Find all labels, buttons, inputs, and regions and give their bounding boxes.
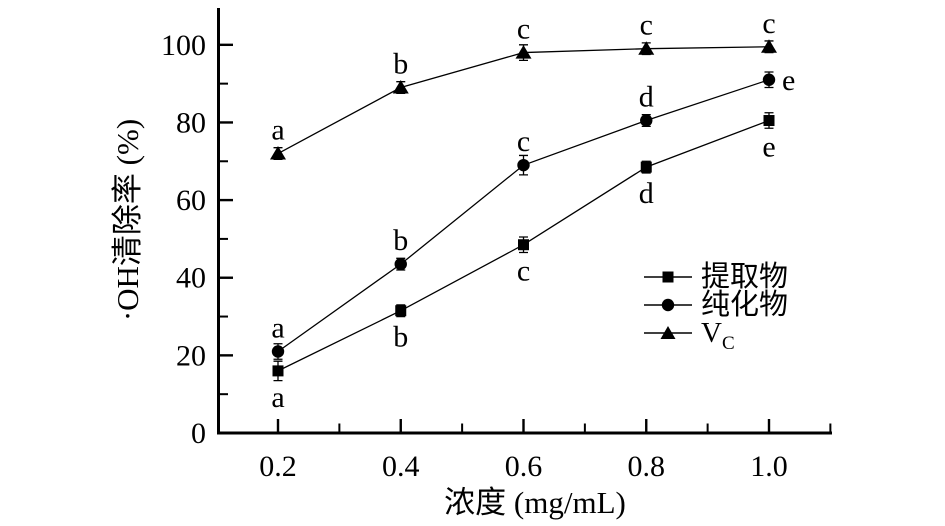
point-label: a <box>271 114 284 147</box>
y-tick-label: 80 <box>176 106 206 139</box>
point-label: e <box>782 64 795 97</box>
circle-marker-icon <box>271 345 285 358</box>
series-extract: a b c d e <box>271 112 776 414</box>
series-purified: a b c d e <box>271 64 795 360</box>
square-marker-icon <box>640 161 652 173</box>
point-label: a <box>271 381 284 414</box>
square-marker-icon <box>395 305 407 317</box>
point-label: b <box>393 321 408 354</box>
legend: 提取物 纯化物 VC <box>643 261 789 354</box>
point-label: e <box>762 131 775 164</box>
circle-marker-icon <box>762 73 776 86</box>
x-tick-label: 0.8 <box>628 450 666 483</box>
point-label: c <box>517 13 530 46</box>
y-tick-label: 100 <box>161 29 206 62</box>
point-label: c <box>762 7 775 40</box>
legend-item-extract: 提取物 <box>643 261 789 293</box>
axes-frame <box>217 8 832 435</box>
square-marker-icon <box>763 115 775 127</box>
circle-marker-icon <box>517 158 530 172</box>
legend-item-vc: VC <box>643 317 788 354</box>
triangle-marker-icon <box>638 41 655 55</box>
square-marker-icon <box>272 365 284 377</box>
x-tick-label: 0.4 <box>382 450 420 483</box>
y-tick-label: 60 <box>176 184 206 217</box>
circle-marker-icon <box>640 114 653 127</box>
y-tick-label: 20 <box>176 339 206 372</box>
legend-label-vc: VC <box>701 317 735 354</box>
y-tick-label: 40 <box>176 262 206 295</box>
square-marker-icon <box>518 239 529 251</box>
point-label: a <box>271 311 284 344</box>
x-tick-label: 0.2 <box>259 450 297 483</box>
circle-marker-icon <box>394 257 407 271</box>
plot-area: 0 20 40 60 80 100 0.2 0.4 0.6 0.8 1.0 a b c d e a b c d e a b c… <box>161 7 832 483</box>
point-label: d <box>639 177 654 210</box>
square-marker-icon <box>644 271 692 283</box>
triangle-marker-icon <box>515 45 532 59</box>
point-label: b <box>393 224 408 257</box>
point-label: d <box>639 81 654 114</box>
point-label: c <box>517 255 530 288</box>
y-axis-title: ·OH清除率 (%) <box>110 119 145 321</box>
y-tick-label: 0 <box>191 417 206 450</box>
circle-marker-icon <box>644 298 692 312</box>
legend-label-extract: 提取物 <box>701 261 789 293</box>
series-vc: a b c c c <box>270 7 777 160</box>
triangle-marker-icon <box>644 326 692 339</box>
point-label: c <box>640 9 653 42</box>
triangle-marker-icon <box>392 80 409 94</box>
triangle-marker-icon <box>761 39 777 53</box>
legend-item-purified: 纯化物 <box>643 289 789 321</box>
point-label: c <box>517 125 530 158</box>
x-tick-label: 0.6 <box>505 450 543 483</box>
x-axis-title: 浓度 (mg/mL) <box>444 485 626 520</box>
triangle-marker-icon <box>270 146 286 160</box>
legend-label-purified: 纯化物 <box>701 289 789 321</box>
x-tick-label: 1.0 <box>750 450 788 483</box>
point-label: b <box>393 48 408 81</box>
